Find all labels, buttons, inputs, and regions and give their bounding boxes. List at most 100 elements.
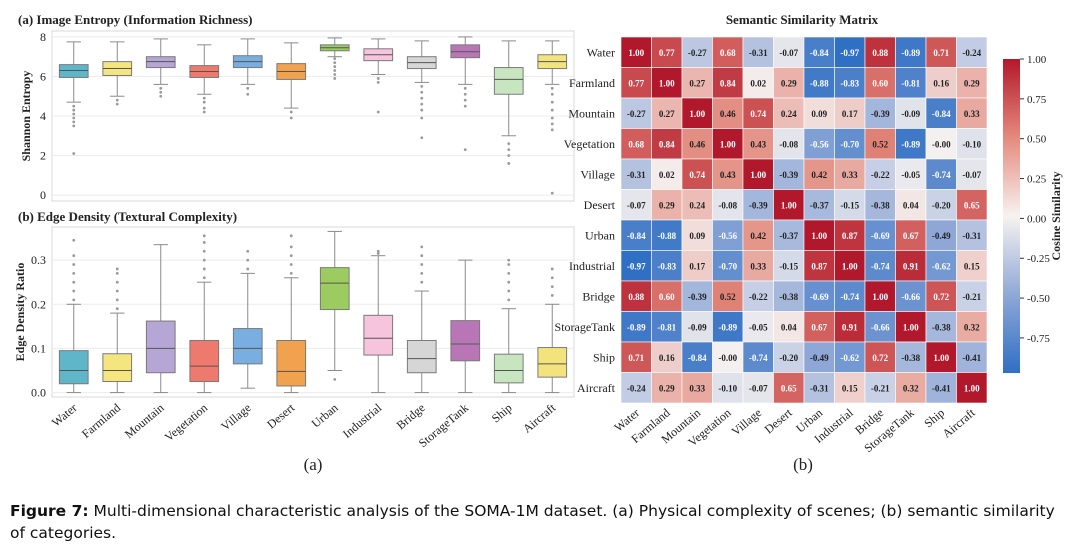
heatmap-cell — [712, 250, 744, 282]
heatmap-cell — [742, 97, 774, 129]
box-mountain — [145, 244, 176, 394]
outlier-point — [202, 258, 206, 262]
heatmap-value: 0.67 — [903, 231, 919, 241]
outlier-point — [333, 69, 337, 72]
heatmap-cell — [651, 280, 683, 312]
heatmap-value: -0.41 — [962, 353, 981, 363]
heatmap-cell — [925, 36, 957, 68]
heatmap-col-label: Village — [729, 406, 765, 439]
heatmap-value: -0.74 — [840, 292, 859, 302]
heatmap-cell — [925, 158, 957, 190]
outlier-point — [202, 96, 206, 100]
heatmap-value: 0.77 — [628, 78, 644, 88]
heatmap-value: -0.07 — [627, 200, 646, 210]
box-iqr — [102, 353, 133, 383]
heatmap-cell — [895, 372, 927, 404]
heatmap-value: 0.43 — [720, 170, 736, 180]
outlier-point — [246, 258, 250, 262]
colorbar-tick-label: 0.50 — [1027, 134, 1047, 146]
outlier-point — [333, 61, 337, 65]
heatmap-value: -0.07 — [779, 48, 798, 58]
outlier-point — [115, 271, 119, 275]
heatmap-value: 0.91 — [903, 261, 919, 271]
box-iqr — [537, 347, 568, 378]
heatmap-cell — [620, 250, 652, 282]
heatmap-value: -0.38 — [779, 292, 798, 302]
heatmap-cell — [773, 311, 805, 343]
box-iqr — [145, 320, 176, 374]
heatmap-value: 0.87 — [842, 231, 858, 241]
heatmap-cell — [681, 219, 713, 251]
outlier-point — [72, 120, 76, 124]
heatmap-value: -0.88 — [810, 78, 829, 88]
heatmap-value: 0.60 — [659, 292, 675, 302]
outlier-point — [420, 280, 424, 284]
heatmap-cell — [620, 219, 652, 251]
outlier-point — [420, 102, 424, 106]
heatmap-value: 1.00 — [903, 322, 919, 332]
heatmap-value: 0.29 — [781, 78, 797, 88]
outlier-point — [72, 124, 76, 128]
outlier-point — [420, 263, 424, 266]
outlier-point — [550, 100, 554, 104]
heatmap-value: 0.52 — [872, 139, 888, 149]
heatmap-cell — [864, 311, 896, 343]
y-tick-label: 0 — [40, 188, 46, 202]
heatmap-cell — [712, 219, 744, 251]
heatmap-cell — [651, 372, 683, 404]
box-iqr — [232, 328, 263, 365]
box-iqr — [450, 320, 481, 362]
heatmap-value: -0.22 — [871, 170, 890, 180]
outlier-point — [289, 245, 293, 249]
outlier-point — [376, 249, 380, 253]
heatmap-value: 0.04 — [781, 322, 797, 332]
heatmap-value: 0.15 — [842, 383, 858, 393]
heatmap-value: -0.69 — [810, 292, 829, 302]
outlier-point — [202, 249, 206, 253]
outlier-point — [507, 289, 511, 293]
heatmap-cell — [742, 128, 774, 160]
box-bridge — [406, 40, 437, 140]
outlier-point — [550, 294, 554, 297]
heatmap-cell — [620, 189, 652, 221]
heatmap-value: 1.00 — [720, 139, 736, 149]
heatmap-row-label: Water — [587, 45, 615, 59]
outlier-point — [550, 108, 554, 112]
heatmap-cell — [956, 372, 988, 404]
heatmap-value: 0.88 — [628, 292, 644, 302]
heatmap-cell — [773, 341, 805, 373]
box-iqr — [189, 339, 220, 383]
outlier-point — [463, 104, 467, 108]
box-vegetation — [189, 44, 220, 114]
heatmap-cell — [956, 128, 988, 160]
heatmap-cell — [803, 36, 835, 68]
heatmap-value: 1.00 — [842, 261, 858, 271]
outlier-point — [72, 289, 76, 293]
heatmap-value: 0.29 — [659, 383, 675, 393]
box-storagetank — [450, 36, 481, 152]
heatmap-cell — [834, 97, 866, 129]
heatmap-cell — [925, 97, 957, 129]
heatmap-value: 0.84 — [659, 139, 675, 149]
heatmap-col-label: Aircraft — [940, 405, 979, 441]
colorbar-tick-label: 0.25 — [1027, 174, 1047, 186]
outlier-point — [420, 136, 424, 140]
heatmap-cell — [956, 36, 988, 68]
outlier-point — [159, 90, 163, 94]
heatmap-value: -0.31 — [810, 383, 829, 393]
y-tick-label: 0.1 — [31, 341, 46, 355]
heatmap-cell — [925, 372, 957, 404]
heatmap-cell — [895, 280, 927, 312]
edge-density-boxplot: 0.0 0.1 0.2 0.3 Water FarmlandMountainVegeta… — [13, 209, 575, 450]
heatmap-value: 1.00 — [750, 170, 766, 180]
heatmap-cell — [956, 97, 988, 129]
heatmap-cell — [620, 97, 652, 129]
heatmap-value: 0.09 — [689, 231, 705, 241]
heatmap-row-label: Desert — [584, 198, 616, 212]
outlier-point — [202, 276, 206, 280]
outlier-point — [463, 148, 467, 152]
heatmap-cell — [895, 36, 927, 68]
outlier-point — [463, 92, 467, 96]
outlier-point — [376, 110, 380, 114]
outlier-point — [115, 98, 119, 102]
